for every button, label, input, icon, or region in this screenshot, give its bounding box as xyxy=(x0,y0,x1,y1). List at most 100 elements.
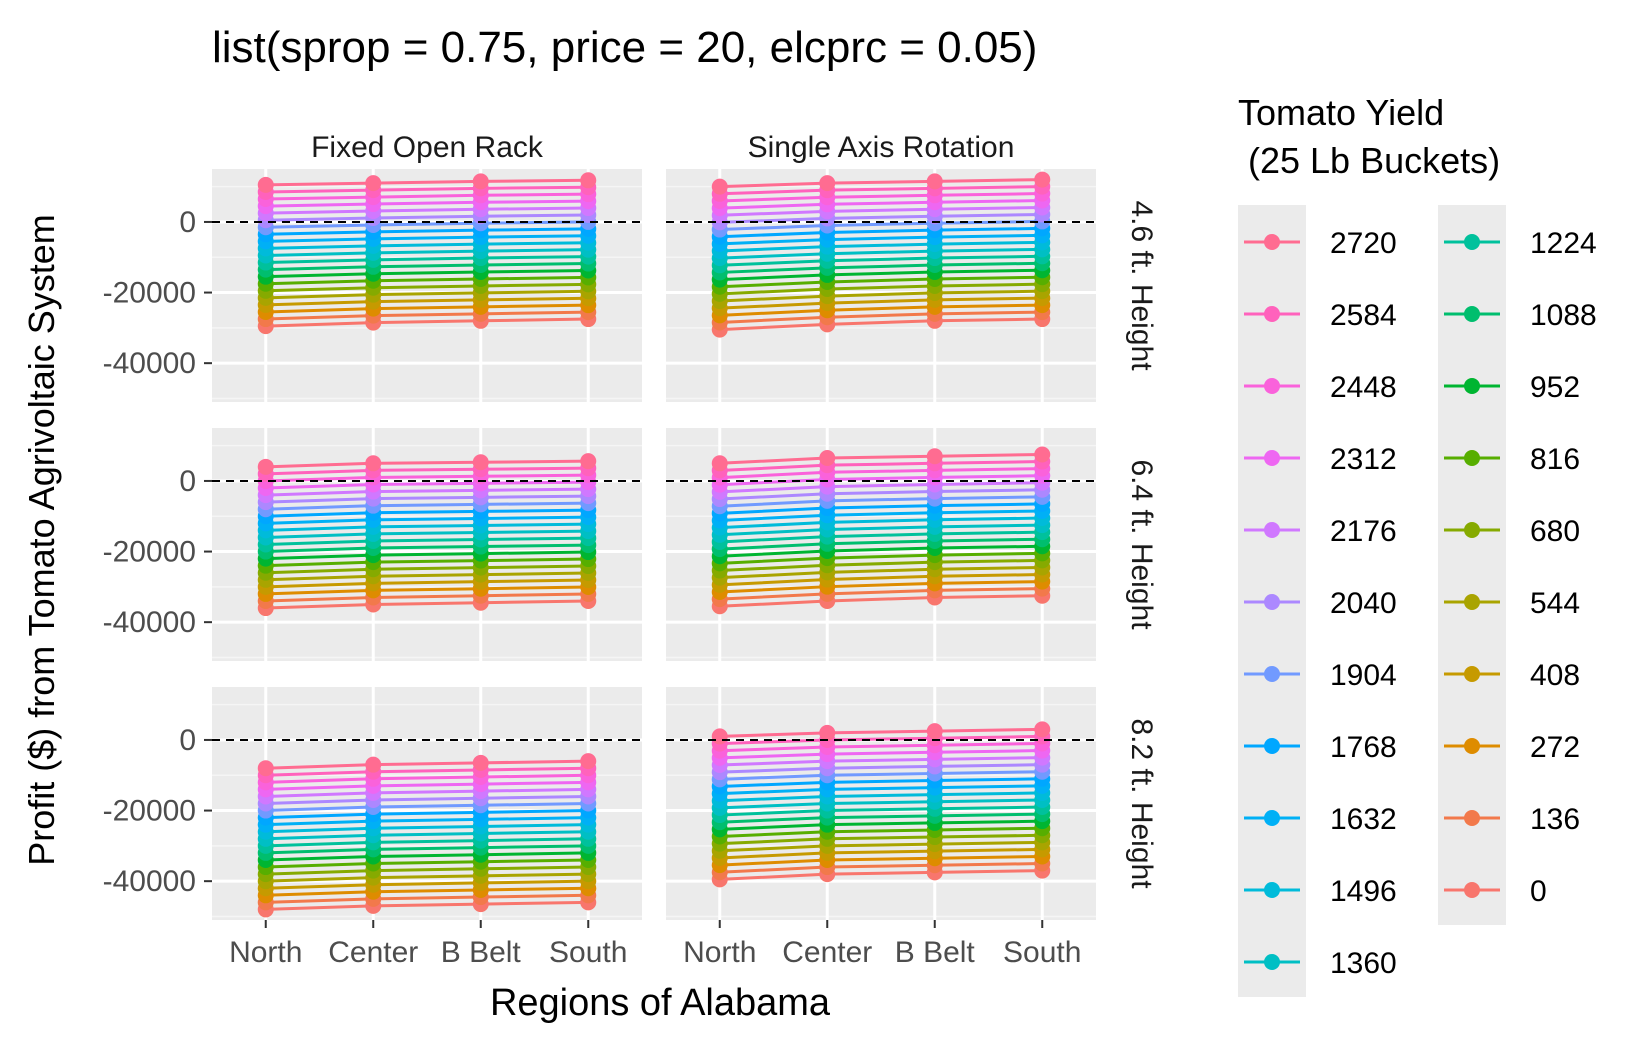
data-point xyxy=(365,175,382,192)
legend-key-point xyxy=(1264,594,1280,610)
series-line xyxy=(265,585,589,596)
series-line xyxy=(719,847,1043,860)
series-line xyxy=(265,571,589,582)
series-line xyxy=(719,565,1043,580)
series-line xyxy=(719,481,1043,494)
series-line xyxy=(719,544,1043,558)
series-line xyxy=(265,865,589,876)
series-line xyxy=(719,261,1043,274)
series-line xyxy=(719,317,1043,332)
series-line xyxy=(719,833,1043,846)
x-tick-label: South xyxy=(549,936,627,969)
data-point xyxy=(711,455,728,472)
series-line xyxy=(719,741,1043,753)
data-point xyxy=(819,724,836,741)
series-line xyxy=(719,178,1043,189)
series-line xyxy=(719,509,1043,522)
facet-panels: Fixed Open Rack Single Axis Rotation 4.6 f… xyxy=(103,131,1158,969)
x-tick-label: Center xyxy=(328,936,418,969)
series-line xyxy=(265,487,589,497)
series-line xyxy=(719,192,1043,203)
data-point xyxy=(472,454,489,471)
series-line xyxy=(265,459,589,469)
data-point xyxy=(926,723,943,740)
series-line xyxy=(265,543,589,554)
legend-label: 408 xyxy=(1530,659,1580,692)
series-line xyxy=(265,289,589,300)
series-line xyxy=(265,823,589,834)
legend-label: 1360 xyxy=(1330,947,1397,980)
series-line xyxy=(265,508,589,518)
series-line xyxy=(719,763,1043,774)
series-line xyxy=(719,805,1043,817)
facet-row-label: 4.6 ft. Height xyxy=(1125,200,1158,371)
series-line xyxy=(265,206,589,215)
series-line xyxy=(719,268,1043,282)
legend-label: 2040 xyxy=(1330,587,1397,620)
series-line xyxy=(719,296,1043,310)
series-line xyxy=(719,233,1043,246)
chart-title: list(sprop = 0.75, price = 20, elcprc = … xyxy=(212,23,1037,72)
legend-label: 680 xyxy=(1530,515,1580,548)
legend-key-point xyxy=(1264,882,1280,898)
series-line xyxy=(265,529,589,539)
legend-label: 1904 xyxy=(1330,659,1397,692)
series-line xyxy=(265,766,589,777)
series-line xyxy=(719,819,1043,831)
series-line xyxy=(719,756,1043,767)
series-line xyxy=(719,310,1043,324)
series-line xyxy=(719,869,1043,881)
data-point xyxy=(1034,171,1051,188)
y-tick-label: -20000 xyxy=(103,795,196,828)
series-line xyxy=(719,474,1043,487)
legend-key-point xyxy=(1464,594,1480,610)
legend-key-point xyxy=(1264,666,1280,682)
series-line xyxy=(265,303,589,314)
series-line xyxy=(719,854,1043,867)
series-line xyxy=(265,494,589,504)
legend-label: 2448 xyxy=(1330,371,1397,404)
series-line xyxy=(265,296,589,307)
series-line xyxy=(265,317,589,328)
legend-label: 2176 xyxy=(1330,515,1397,548)
y-tick-label: -20000 xyxy=(103,536,196,569)
y-tick-label: 0 xyxy=(179,465,196,498)
series-line xyxy=(719,523,1043,537)
facet-column-label: Fixed Open Rack xyxy=(311,131,544,164)
series-line xyxy=(265,199,589,208)
series-line xyxy=(265,268,589,279)
legend-label: 2584 xyxy=(1330,299,1397,332)
series-line xyxy=(719,587,1043,601)
legend-key-point xyxy=(1464,738,1480,754)
series-line xyxy=(265,844,589,855)
series-line xyxy=(265,248,589,257)
legend-label: 136 xyxy=(1530,803,1580,836)
series-line xyxy=(719,791,1043,803)
series-line xyxy=(265,515,589,525)
x-tick-label: South xyxy=(1003,936,1081,969)
series-line xyxy=(719,488,1043,501)
legend-title-line1: Tomato Yield xyxy=(1238,92,1444,133)
data-point xyxy=(926,448,943,465)
series-line xyxy=(265,837,589,848)
series-line xyxy=(265,851,589,862)
series-line xyxy=(265,192,589,201)
series-line xyxy=(719,467,1043,480)
series-line xyxy=(719,303,1043,317)
series-line xyxy=(719,240,1043,253)
series-line xyxy=(265,816,589,827)
legend-key-point xyxy=(1264,378,1280,394)
series-line xyxy=(719,275,1043,289)
y-tick-label: -40000 xyxy=(103,347,196,380)
legend-label: 2720 xyxy=(1330,227,1397,260)
data-point xyxy=(711,178,728,195)
legend-key-point xyxy=(1464,450,1480,466)
series-line xyxy=(719,580,1043,594)
series-line xyxy=(719,502,1043,515)
legend-label: 2312 xyxy=(1330,443,1397,476)
series-line xyxy=(265,809,589,820)
data-point xyxy=(365,756,382,773)
series-line xyxy=(265,578,589,589)
data-point xyxy=(926,173,943,190)
x-tick-label: Center xyxy=(782,936,872,969)
